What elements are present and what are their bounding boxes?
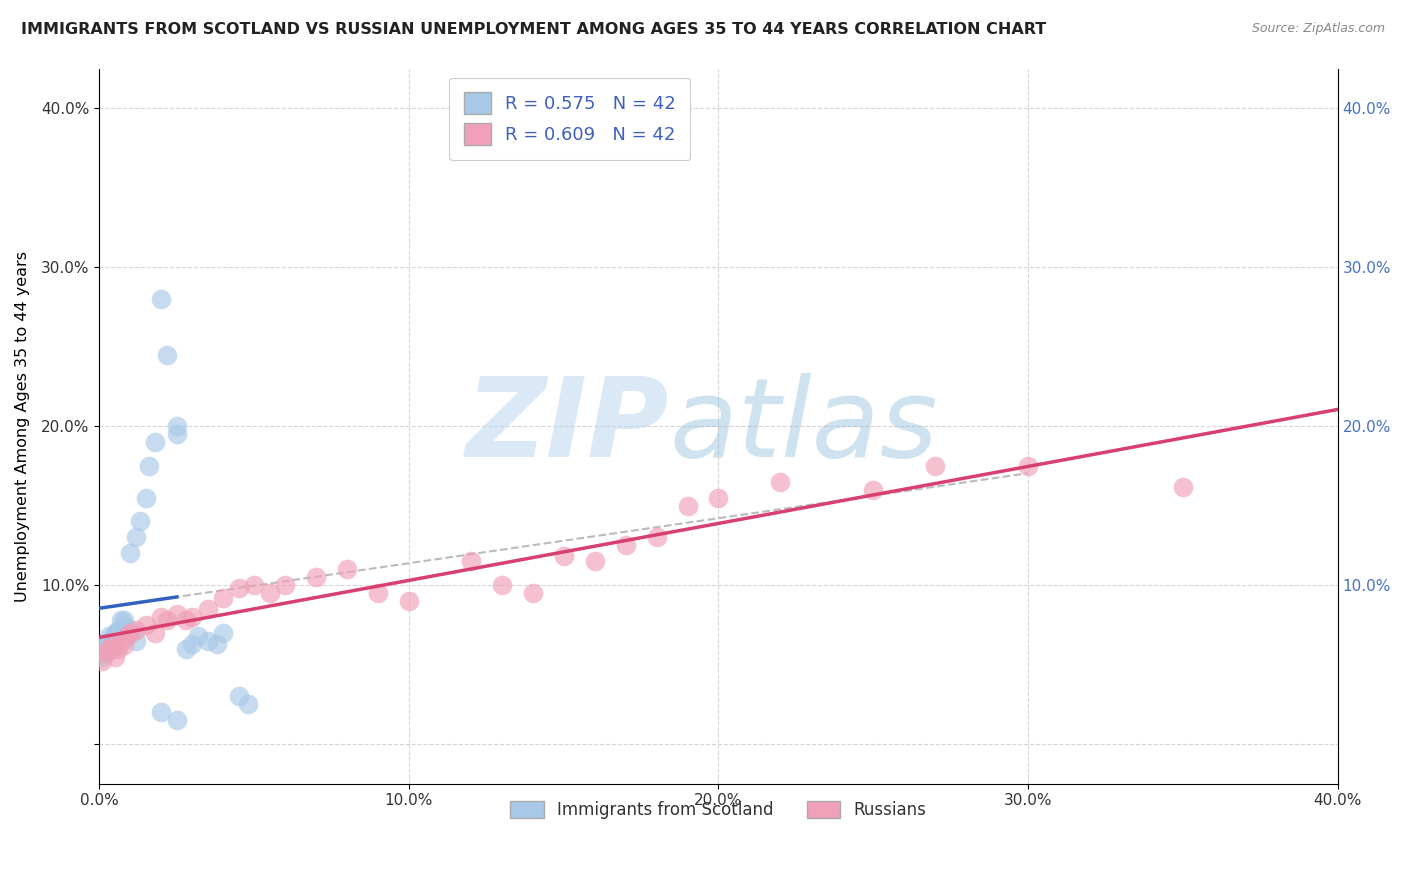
Point xyxy=(707,491,730,505)
Text: ZIP: ZIP xyxy=(465,373,669,480)
Point xyxy=(228,581,250,595)
Point xyxy=(107,641,129,656)
Point xyxy=(259,586,281,600)
Point xyxy=(94,637,117,651)
Point xyxy=(107,623,129,637)
Point xyxy=(166,427,188,442)
Point xyxy=(104,637,127,651)
Point xyxy=(181,637,204,651)
Point xyxy=(104,649,127,664)
Point xyxy=(91,645,114,659)
Point xyxy=(143,435,166,450)
Point xyxy=(115,629,138,643)
Point xyxy=(274,578,297,592)
Point xyxy=(205,637,228,651)
Point xyxy=(110,623,132,637)
Point xyxy=(110,633,132,648)
Point xyxy=(197,602,219,616)
Point xyxy=(125,633,148,648)
Point xyxy=(110,613,132,627)
Point xyxy=(135,491,157,505)
Point xyxy=(181,610,204,624)
Point xyxy=(614,538,637,552)
Point xyxy=(862,483,884,497)
Point xyxy=(367,586,389,600)
Point xyxy=(97,643,120,657)
Point xyxy=(120,625,142,640)
Point xyxy=(305,570,328,584)
Point xyxy=(1171,479,1194,493)
Point xyxy=(522,586,544,600)
Point xyxy=(166,607,188,621)
Point xyxy=(128,515,150,529)
Point xyxy=(138,458,160,473)
Point xyxy=(104,625,127,640)
Point xyxy=(150,610,173,624)
Point xyxy=(212,625,235,640)
Point xyxy=(100,641,122,656)
Point xyxy=(156,613,179,627)
Point xyxy=(156,348,179,362)
Point xyxy=(100,639,122,653)
Text: IMMIGRANTS FROM SCOTLAND VS RUSSIAN UNEMPLOYMENT AMONG AGES 35 TO 44 YEARS CORRE: IMMIGRANTS FROM SCOTLAND VS RUSSIAN UNEM… xyxy=(21,22,1046,37)
Point xyxy=(174,613,197,627)
Point xyxy=(769,475,792,489)
Point xyxy=(120,546,142,560)
Point xyxy=(112,617,135,632)
Point xyxy=(94,645,117,659)
Point xyxy=(150,705,173,719)
Point xyxy=(100,633,122,648)
Point xyxy=(112,613,135,627)
Point xyxy=(112,639,135,653)
Point xyxy=(120,623,142,637)
Point xyxy=(645,530,668,544)
Point xyxy=(97,641,120,656)
Point xyxy=(94,641,117,656)
Point xyxy=(150,292,173,306)
Point xyxy=(553,549,575,564)
Point xyxy=(398,594,420,608)
Point xyxy=(187,629,209,643)
Point xyxy=(91,639,114,653)
Point xyxy=(1017,458,1039,473)
Point xyxy=(125,530,148,544)
Point xyxy=(676,499,699,513)
Point xyxy=(924,458,946,473)
Point xyxy=(228,690,250,704)
Point xyxy=(236,698,259,712)
Point xyxy=(91,649,114,664)
Point xyxy=(336,562,359,576)
Point xyxy=(91,654,114,668)
Text: Source: ZipAtlas.com: Source: ZipAtlas.com xyxy=(1251,22,1385,36)
Point xyxy=(107,625,129,640)
Point xyxy=(166,713,188,727)
Point xyxy=(97,633,120,648)
Point xyxy=(166,419,188,434)
Point xyxy=(143,625,166,640)
Point xyxy=(104,629,127,643)
Point xyxy=(97,629,120,643)
Point xyxy=(94,647,117,661)
Legend: Immigrants from Scotland, Russians: Immigrants from Scotland, Russians xyxy=(503,794,934,825)
Point xyxy=(125,623,148,637)
Point xyxy=(197,633,219,648)
Point xyxy=(243,578,266,592)
Y-axis label: Unemployment Among Ages 35 to 44 years: Unemployment Among Ages 35 to 44 years xyxy=(15,251,30,601)
Text: atlas: atlas xyxy=(669,373,938,480)
Point xyxy=(583,554,606,568)
Point xyxy=(491,578,513,592)
Point xyxy=(174,641,197,656)
Point xyxy=(212,591,235,605)
Point xyxy=(460,554,482,568)
Point xyxy=(135,617,157,632)
